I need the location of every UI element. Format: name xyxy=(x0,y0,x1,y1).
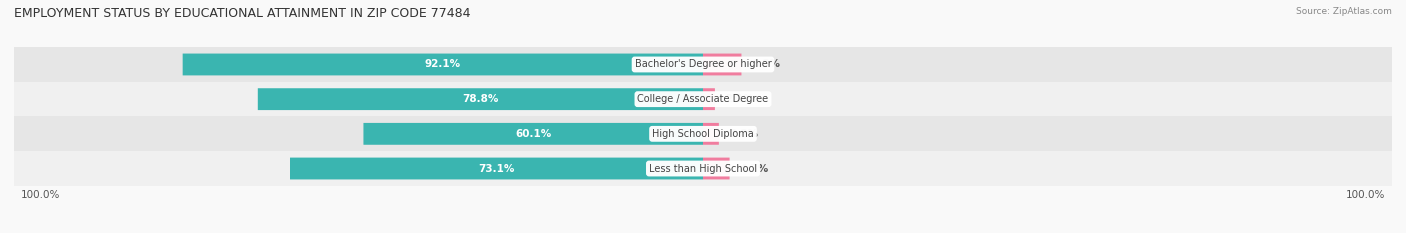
Text: College / Associate Degree: College / Associate Degree xyxy=(637,94,769,104)
Text: 60.1%: 60.1% xyxy=(515,129,551,139)
FancyBboxPatch shape xyxy=(703,123,718,145)
Text: 4.7%: 4.7% xyxy=(740,164,769,174)
Bar xyxy=(14,47,1392,82)
FancyBboxPatch shape xyxy=(257,88,703,110)
Bar xyxy=(14,82,1392,116)
Text: 78.8%: 78.8% xyxy=(463,94,499,104)
Text: 2.8%: 2.8% xyxy=(730,129,758,139)
Text: High School Diploma: High School Diploma xyxy=(652,129,754,139)
FancyBboxPatch shape xyxy=(703,158,730,179)
FancyBboxPatch shape xyxy=(183,54,703,75)
Text: 2.1%: 2.1% xyxy=(725,94,754,104)
FancyBboxPatch shape xyxy=(290,158,703,179)
Bar xyxy=(14,116,1392,151)
Text: 100.0%: 100.0% xyxy=(1346,190,1385,200)
Bar xyxy=(14,151,1392,186)
FancyBboxPatch shape xyxy=(703,54,741,75)
Text: EMPLOYMENT STATUS BY EDUCATIONAL ATTAINMENT IN ZIP CODE 77484: EMPLOYMENT STATUS BY EDUCATIONAL ATTAINM… xyxy=(14,7,471,20)
FancyBboxPatch shape xyxy=(363,123,703,145)
Text: Less than High School: Less than High School xyxy=(650,164,756,174)
Text: 73.1%: 73.1% xyxy=(478,164,515,174)
Text: Source: ZipAtlas.com: Source: ZipAtlas.com xyxy=(1296,7,1392,16)
Text: 6.8%: 6.8% xyxy=(752,59,780,69)
Text: 100.0%: 100.0% xyxy=(21,190,60,200)
FancyBboxPatch shape xyxy=(703,88,714,110)
Text: 92.1%: 92.1% xyxy=(425,59,461,69)
Text: Bachelor's Degree or higher: Bachelor's Degree or higher xyxy=(634,59,772,69)
